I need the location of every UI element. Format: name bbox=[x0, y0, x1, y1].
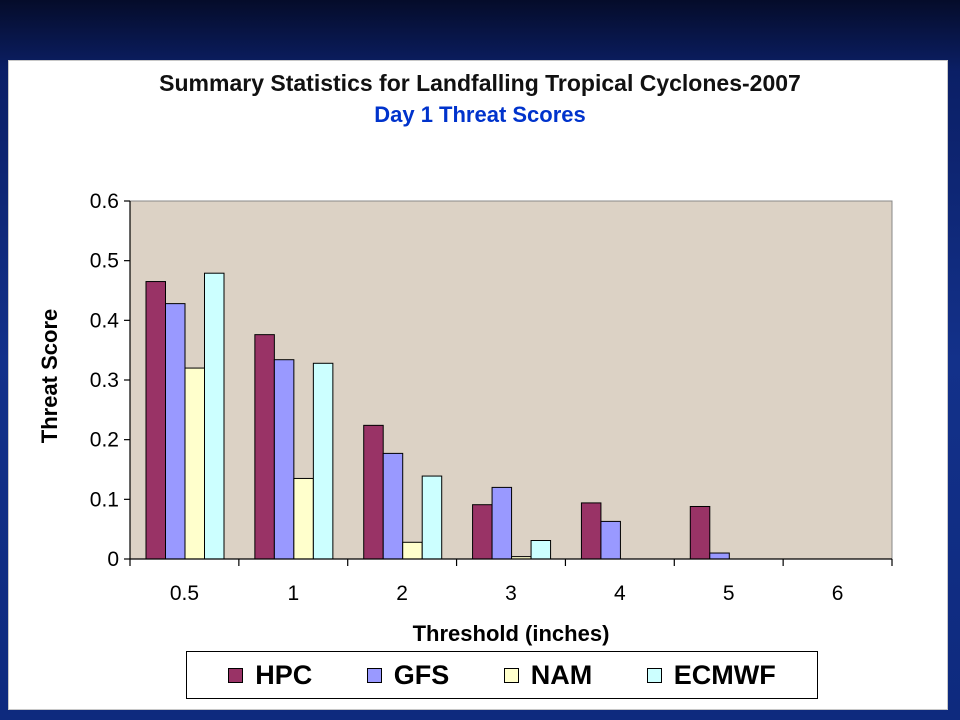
bar-ecmwf-0.5 bbox=[204, 272, 225, 560]
legend-label: ECMWF bbox=[673, 659, 776, 690]
bar-nam-1 bbox=[293, 477, 314, 560]
bar-ecmwf-1 bbox=[312, 362, 334, 560]
bar-hpc-3 bbox=[472, 504, 493, 560]
chart-title: Summary Statistics for Landfalling Tropi… bbox=[159, 70, 801, 96]
legend-item-gfs: GFS bbox=[366, 659, 450, 691]
y-tick-label: 0.1 bbox=[90, 488, 119, 511]
legend-item-nam: NAM bbox=[503, 659, 593, 691]
bar-ecmwf-3 bbox=[530, 540, 552, 560]
bar-hpc-1 bbox=[254, 334, 275, 560]
y-axis-label: Threat Score bbox=[37, 309, 62, 444]
bar-gfs-2 bbox=[382, 452, 404, 560]
y-tick-label: 0 bbox=[107, 548, 119, 571]
bar-gfs-4 bbox=[600, 520, 621, 560]
y-tick-label: 0.4 bbox=[90, 309, 120, 332]
bar-gfs-3 bbox=[491, 486, 513, 560]
x-tick-label: 3 bbox=[505, 582, 517, 605]
bar-ecmwf-2 bbox=[421, 475, 443, 560]
chart-legend: HPC GFS NAM ECMWF bbox=[186, 651, 818, 699]
bar-hpc-2 bbox=[363, 424, 384, 560]
bar-nam-2 bbox=[402, 541, 423, 560]
legend-label: GFS bbox=[393, 659, 450, 690]
legend-swatch bbox=[646, 667, 662, 683]
bar-gfs-1 bbox=[273, 359, 295, 560]
bar-gfs-5 bbox=[709, 552, 730, 560]
legend-swatch bbox=[228, 667, 244, 683]
y-tick-label: 0.6 bbox=[90, 190, 119, 213]
legend-item-hpc: HPC bbox=[228, 660, 312, 691]
x-tick-label: 4 bbox=[614, 582, 626, 605]
x-tick-label: 5 bbox=[723, 582, 735, 605]
legend-swatch bbox=[366, 667, 382, 683]
legend-item-ecmwf: ECMWF bbox=[646, 659, 776, 691]
y-tick-label: 0.5 bbox=[90, 250, 119, 273]
bar-gfs-0.5 bbox=[165, 303, 186, 560]
bar-hpc-4 bbox=[580, 502, 602, 560]
legend-label: HPC bbox=[255, 659, 313, 690]
chart-subtitle: Day 1 Threat Scores bbox=[374, 102, 586, 127]
bar-hpc-0.5 bbox=[145, 281, 166, 560]
y-tick-label: 0.3 bbox=[90, 369, 119, 392]
x-axis-label: Threshold (inches) bbox=[413, 621, 610, 646]
x-tick-label: 0.5 bbox=[170, 582, 199, 605]
y-tick-label: 0.2 bbox=[90, 429, 119, 452]
legend-swatch bbox=[503, 667, 519, 683]
bar-nam-0.5 bbox=[184, 367, 205, 560]
bar-hpc-5 bbox=[689, 505, 711, 560]
x-tick-label: 1 bbox=[287, 582, 299, 605]
x-tick-label: 6 bbox=[832, 582, 844, 605]
legend-label: NAM bbox=[530, 659, 593, 690]
x-tick-label: 2 bbox=[396, 582, 408, 605]
